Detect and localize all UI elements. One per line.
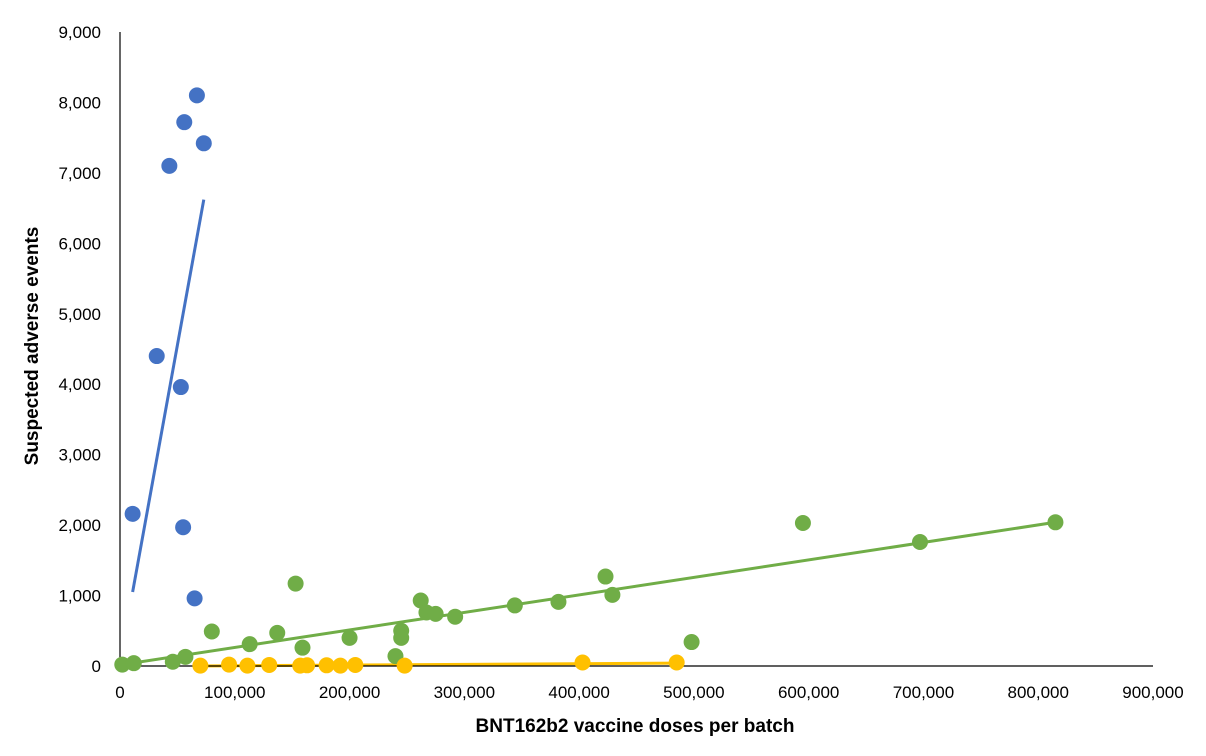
x-tick-label: 600,000 [778,683,839,702]
data-point-series-1 [172,379,189,396]
data-point-series-2 [287,575,304,592]
x-tick-label: 100,000 [204,683,265,702]
data-point-series-2 [550,593,567,610]
data-point-series-3 [239,657,256,674]
data-point-series-1 [175,519,192,536]
data-point-series-2 [1047,514,1064,531]
data-point-series-1 [186,590,203,607]
trendline-series-1 [131,199,206,593]
y-tick-label: 0 [92,657,101,676]
data-point-series-3 [396,657,413,674]
data-point-series-2 [794,514,811,531]
y-tick-label: 9,000 [58,23,101,42]
y-axis-title: Suspected adverse events [22,227,43,466]
x-axis-title: BNT162b2 vaccine doses per batch [476,716,795,737]
data-point-series-2 [241,636,258,653]
y-tick-label: 8,000 [58,93,101,112]
data-point-series-2 [393,629,410,646]
y-tick-label: 6,000 [58,234,101,253]
data-point-series-2 [604,586,621,603]
data-point-series-1 [124,505,141,522]
data-point-series-3 [221,656,238,673]
x-tick-label: 400,000 [548,683,609,702]
y-tick-label: 5,000 [58,305,101,324]
data-point-series-1 [161,157,178,174]
data-point-series-2 [203,623,220,640]
y-tick-label: 4,000 [58,375,101,394]
x-tick-label: 200,000 [319,683,380,702]
data-point-series-2 [341,629,358,646]
data-point-series-2 [125,655,142,672]
data-point-series-2 [506,597,523,614]
data-point-series-3 [299,657,316,674]
data-point-series-1 [176,114,193,131]
data-point-series-2 [912,534,929,551]
data-point-series-2 [597,568,614,585]
data-point-series-2 [269,624,286,641]
y-tick-label: 7,000 [58,164,101,183]
data-point-series-2 [164,653,181,670]
data-point-series-2 [427,605,444,622]
x-tick-label: 300,000 [434,683,495,702]
data-point-series-3 [192,657,209,674]
y-tick-label: 1,000 [58,587,101,606]
x-tick-label: 800,000 [1007,683,1068,702]
tick-labels: 0 100,000 200,000 300,000 400,000 500,000 600,… [58,23,1183,702]
data-point-series-2 [412,592,429,609]
x-tick-label: 500,000 [663,683,724,702]
data-point-series-1 [195,135,212,152]
x-tick-label: 700,000 [893,683,954,702]
y-tick-label: 3,000 [58,446,101,465]
data-point-series-3 [318,657,335,674]
data-point-series-3 [261,656,278,673]
y-tick-label: 2,000 [58,516,101,535]
axes [119,32,1153,667]
trendline-series-2 [122,520,1056,667]
x-tick-label: 0 [115,683,124,702]
data-point-series-3 [332,657,349,674]
data-points [114,87,1064,674]
x-tick-label: 900,000 [1122,683,1183,702]
data-point-series-3 [574,654,591,671]
data-point-series-2 [177,648,194,665]
data-point-series-3 [347,656,364,673]
data-point-series-2 [447,608,464,625]
data-point-series-1 [188,87,205,104]
data-point-series-2 [683,634,700,651]
data-point-series-1 [148,348,165,365]
trendlines [122,199,1056,668]
data-point-series-2 [294,639,311,656]
data-point-series-3 [668,654,685,671]
